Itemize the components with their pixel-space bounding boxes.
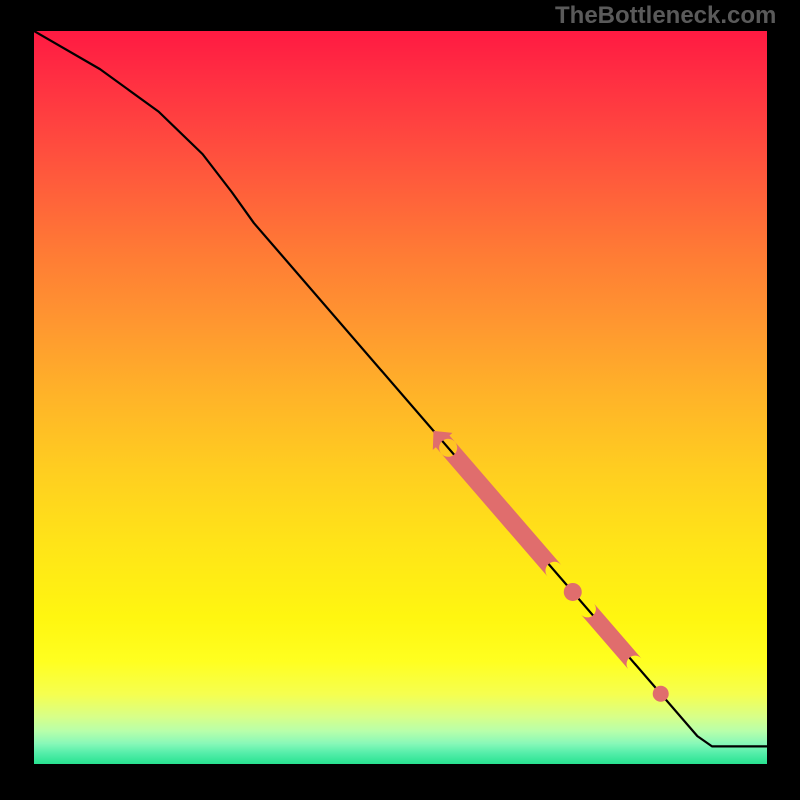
chart-plot-area bbox=[34, 31, 767, 764]
point-marker bbox=[564, 583, 582, 601]
point-marker bbox=[653, 686, 669, 702]
chart-svg bbox=[34, 31, 767, 764]
watermark-text: TheBottleneck.com bbox=[555, 2, 776, 30]
chart-background bbox=[34, 31, 767, 764]
